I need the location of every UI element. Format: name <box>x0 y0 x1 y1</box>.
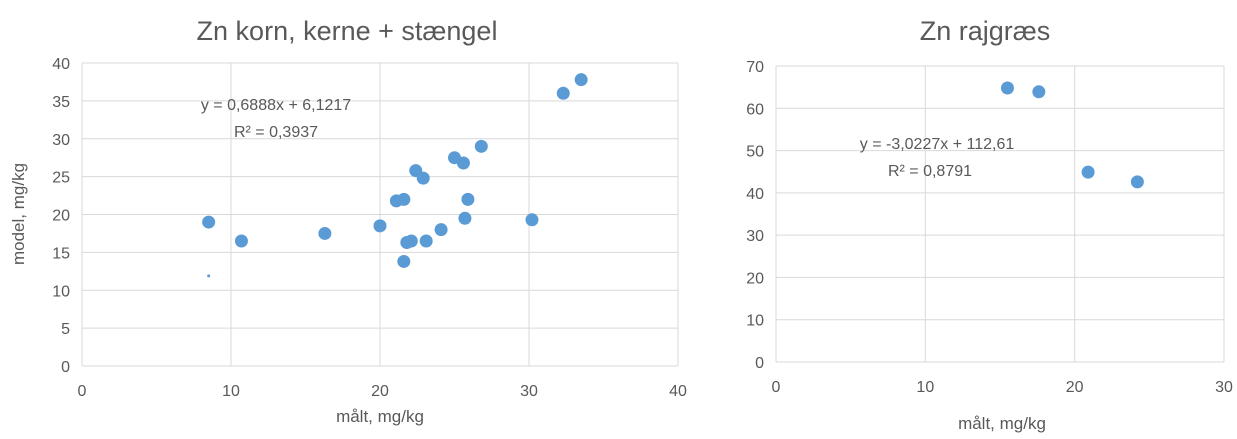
chart-1-x-axis-label: målt, mg/kg <box>336 407 424 426</box>
y-tick-label: 15 <box>52 245 70 262</box>
y-tick-label: 20 <box>746 270 764 287</box>
data-point <box>574 73 588 87</box>
data-point <box>456 156 470 170</box>
data-point <box>1130 175 1144 189</box>
chart-1-points <box>202 73 588 278</box>
y-tick-label: 60 <box>746 101 764 118</box>
data-point <box>458 211 472 225</box>
chart-2-trendline-r2: R² = 0,8791 <box>888 163 972 180</box>
data-point <box>1032 85 1046 99</box>
y-tick-label: 5 <box>61 321 70 338</box>
y-tick-label: 30 <box>52 132 70 149</box>
y-tick-label: 10 <box>746 313 764 330</box>
y-tick-label: 35 <box>52 94 70 111</box>
chart-1: Zn korn, kerne + stængel 0 5 10 15 20 25 30 35 4… <box>9 16 687 426</box>
data-point <box>318 226 332 240</box>
x-tick-label: 10 <box>916 379 934 396</box>
chart-2-tick-labels: 0 10 20 30 40 50 60 70 0 10 20 30 <box>746 59 1233 396</box>
y-tick-label: 40 <box>746 186 764 203</box>
y-tick-label: 20 <box>52 208 70 225</box>
y-tick-label: 10 <box>52 283 70 300</box>
y-tick-label: 30 <box>746 228 764 245</box>
data-point <box>397 192 411 206</box>
data-point <box>434 223 448 237</box>
y-tick-label: 0 <box>755 355 764 372</box>
x-tick-label: 30 <box>520 383 538 400</box>
chart-2: Zn rajgræs 0 10 20 30 40 50 60 70 0 10 20 30 y = -3… <box>746 16 1233 433</box>
chart-2-gridlines <box>775 65 1225 363</box>
data-point <box>202 215 216 229</box>
x-tick-label: 0 <box>772 379 781 396</box>
chart-2-title: Zn rajgræs <box>920 16 1051 46</box>
x-tick-label: 0 <box>78 383 87 400</box>
y-tick-label: 70 <box>746 59 764 76</box>
data-point <box>1000 81 1014 95</box>
chart-1-trendline-equation: y = 0,6888x + 6,1217 <box>201 97 351 114</box>
chart-2-points <box>1000 81 1144 189</box>
chart-1-title: Zn korn, kerne + stængel <box>197 16 498 46</box>
x-tick-label: 40 <box>669 383 687 400</box>
data-point <box>474 139 488 153</box>
y-tick-label: 40 <box>52 56 70 73</box>
x-tick-label: 20 <box>371 383 389 400</box>
data-point <box>397 254 411 268</box>
y-tick-label: 50 <box>746 144 764 161</box>
data-point <box>525 213 539 227</box>
data-point <box>461 192 475 206</box>
chart-2-trendline-equation: y = -3,0227x + 112,61 <box>860 136 1015 153</box>
data-point <box>234 234 248 248</box>
y-tick-label: 0 <box>61 359 70 376</box>
data-point <box>373 219 387 233</box>
x-tick-label: 20 <box>1066 379 1084 396</box>
data-point <box>419 234 433 248</box>
data-point <box>404 234 418 248</box>
data-point <box>1081 165 1095 179</box>
x-tick-label: 10 <box>222 383 240 400</box>
y-tick-label: 25 <box>52 170 70 187</box>
data-point <box>207 274 211 278</box>
chart-1-gridlines <box>81 62 679 367</box>
data-point <box>416 171 430 185</box>
chart-1-tick-labels: 0 5 10 15 20 25 30 35 40 0 10 20 30 40 <box>52 56 687 400</box>
chart-2-x-axis-label: målt, mg/kg <box>958 414 1046 433</box>
chart-1-trendline-r2: R² = 0,3937 <box>234 124 318 141</box>
data-point <box>556 86 570 100</box>
chart-1-y-axis-label: model, mg/kg <box>9 163 28 265</box>
x-tick-label: 30 <box>1215 379 1233 396</box>
